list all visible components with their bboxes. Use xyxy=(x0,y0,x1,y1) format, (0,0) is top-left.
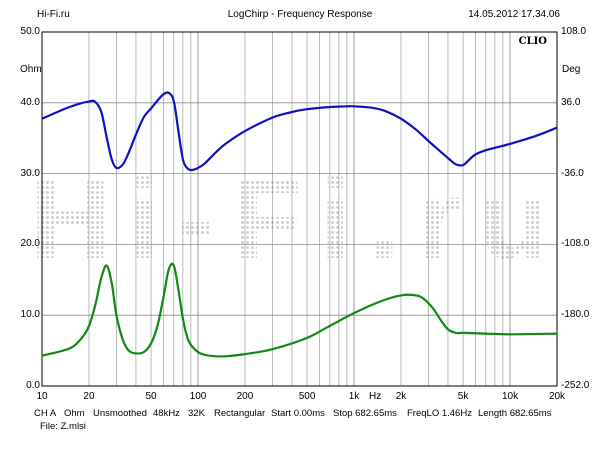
x-tick-label: 50 xyxy=(145,391,157,402)
y-right-tick-label: 108.0 xyxy=(561,26,587,37)
file-info: File: Z.mlsi xyxy=(40,421,86,432)
y-right-tick-label: 36.0 xyxy=(561,96,581,108)
x-tick-label: 2k xyxy=(395,391,407,402)
gridlines xyxy=(42,32,557,386)
y-left-tick-label: 40.0 xyxy=(20,96,40,108)
x-tick-label: 10 xyxy=(36,391,48,402)
plot-frame xyxy=(41,31,558,387)
size-info: 32K xyxy=(188,408,205,419)
stop-info: Stop 682.65ms xyxy=(333,408,397,419)
phase-curve xyxy=(41,91,558,172)
x-axis-label: Hz xyxy=(369,391,382,402)
x-tick-label: 10k xyxy=(501,391,519,402)
chart-title: LogChirp - Frequency Response xyxy=(227,9,373,20)
unit-info: Ohm xyxy=(64,408,85,419)
x-tick-label: 20k xyxy=(548,391,566,402)
x-tick-label: 100 xyxy=(189,391,207,402)
x-tick-label: 5k xyxy=(457,391,469,402)
y-left-tick-label: 0.0 xyxy=(26,380,40,391)
x-tick-label: 500 xyxy=(298,391,316,402)
clio-logo: CLIO xyxy=(519,36,548,47)
y-left-tick-label: 50.0 xyxy=(20,26,40,37)
x-tick-label: 1k xyxy=(348,391,360,402)
y-left-tick-label: 30.0 xyxy=(20,167,40,179)
y-left-tick-label: 10.0 xyxy=(20,309,40,321)
window-info: Rectangular xyxy=(214,408,266,419)
x-tick-label: 200 xyxy=(236,391,254,402)
y-right-unit: Deg xyxy=(562,64,581,75)
smoothing-info: Unsmoothed xyxy=(93,408,147,419)
datetime-label: 14.05.2012 17.34.06 xyxy=(468,9,560,20)
start-info: Start 0.00ms xyxy=(271,408,325,419)
length-info: Length 682.65ms xyxy=(478,408,552,419)
y-left-tick-label: 20.0 xyxy=(20,238,40,250)
y-right-tick-label: -108.0 xyxy=(561,238,590,250)
site-label: Hi-Fi.ru xyxy=(37,9,70,20)
y-right-tick-label: -36.0 xyxy=(561,167,584,179)
x-tick-label: 20 xyxy=(83,391,95,402)
channel-info: CH A xyxy=(34,408,57,419)
y-right-tick-label: -180.0 xyxy=(561,309,590,321)
rate-info: 48kHz xyxy=(153,408,180,419)
curves xyxy=(41,91,558,358)
freqlo-info: FreqLO 1.46Hz xyxy=(407,408,472,419)
y-left-unit: Ohm xyxy=(20,64,42,75)
y-right-tick-label: -252.0 xyxy=(561,380,590,391)
impedance-curve xyxy=(41,262,558,358)
